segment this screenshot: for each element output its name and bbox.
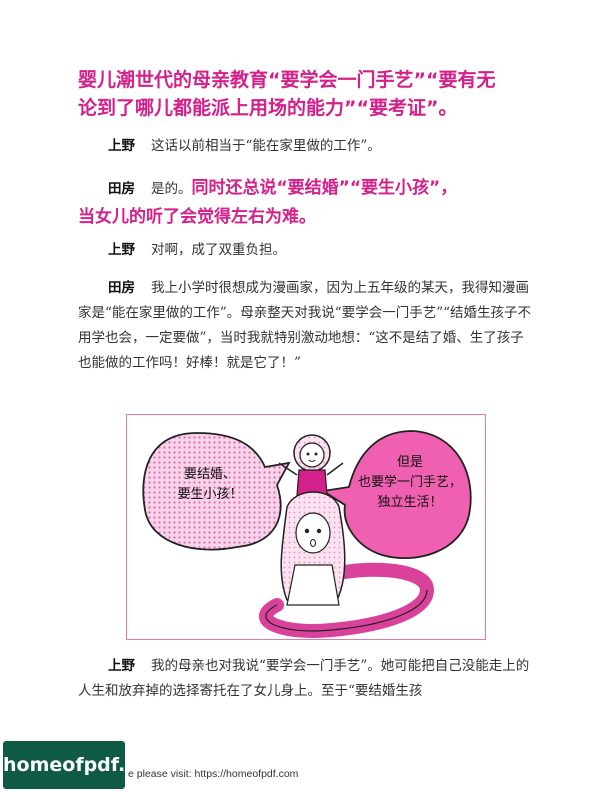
dialogue-text: 我上小学时很想成为漫画家，因为上五年级的某天，我得知漫画家是“能在家里做的工作”… bbox=[78, 280, 532, 371]
footer-link-text[interactable]: e please visit: https://homeofpdf.com bbox=[128, 768, 299, 780]
heading-line-1: 婴儿潮世代的母亲教育“要学会一门手艺”“要有无 bbox=[78, 69, 496, 91]
dialogue-text: 我的母亲也对我说“要学会一门手艺”。她可能把自己没能走上的人生和放弃掉的选择寄托… bbox=[78, 658, 530, 699]
site-badge-label: homeofpdf.com bbox=[3, 754, 170, 776]
daughter-body bbox=[286, 564, 340, 606]
right-bubble-line-1: 但是 bbox=[396, 455, 423, 470]
left-bubble-line-2: 要生小孩！ bbox=[177, 487, 243, 502]
right-bubble-line-3: 独立生活！ bbox=[377, 495, 443, 510]
section-heading: 婴儿潮世代的母亲教育“要学会一门手艺”“要有无 论到了哪儿都能派上用场的能力”“… bbox=[78, 66, 548, 122]
dialogue-text: 这话以前相当于“能在家里做的工作”。 bbox=[151, 138, 381, 154]
speaker-name: 上野 bbox=[108, 658, 135, 674]
dialogue-text: 对啊，成了双重负担。 bbox=[151, 242, 286, 258]
illustration-drawing bbox=[142, 430, 472, 638]
highlight-text-2: 当女儿的听了会觉得左右为难。 bbox=[78, 207, 316, 227]
highlight-text: 同时还总说“要结婚”“要生小孩”， bbox=[191, 178, 458, 198]
mother-body bbox=[296, 469, 328, 496]
dialogue-paragraph-2: 田房 是的。同时还总说“要结婚”“要生小孩”， 当女儿的听了会觉得左右为难。 bbox=[78, 174, 536, 232]
left-bubble-line-1: 要结婚、 bbox=[183, 467, 236, 482]
dialogue-paragraph-1: 上野 这话以前相当于“能在家里做的工作”。 bbox=[78, 134, 536, 159]
speaker-name: 上野 bbox=[108, 138, 135, 154]
dialogue-paragraph-3: 上野 对啊，成了双重负担。 bbox=[78, 238, 536, 263]
dialogue-text: 是的。 bbox=[151, 181, 192, 197]
daughter-face bbox=[295, 512, 331, 554]
heading-line-2: 论到了哪儿都能派上用场的能力”“要考证”。 bbox=[78, 97, 458, 119]
illustration: 要结婚、 要生小孩！ 但是 也要学一门手艺， 独立生活！ bbox=[126, 414, 486, 640]
speaker-name: 田房 bbox=[108, 181, 135, 197]
right-speech-bubble bbox=[320, 430, 472, 559]
speaker-name: 上野 bbox=[108, 242, 135, 258]
speaker-name: 田房 bbox=[108, 280, 135, 296]
right-bubble-line-2: 也要学一门手艺， bbox=[357, 475, 462, 490]
site-badge[interactable]: homeofpdf.com bbox=[3, 741, 170, 789]
dialogue-paragraph-5: 上野 我的母亲也对我说“要学会一门手艺”。她可能把自己没能走上的人生和放弃掉的选择… bbox=[78, 654, 536, 704]
left-bubble-text: 要结婚、 要生小孩！ bbox=[145, 465, 275, 505]
snake-outline bbox=[265, 589, 428, 632]
left-speech-bubble bbox=[142, 432, 291, 551]
dialogue-paragraph-4: 田房 我上小学时很想成为漫画家，因为上五年级的某天，我得知漫画家是“能在家里做的工… bbox=[78, 276, 536, 376]
right-bubble-text: 但是 也要学一门手艺， 独立生活！ bbox=[345, 453, 475, 513]
